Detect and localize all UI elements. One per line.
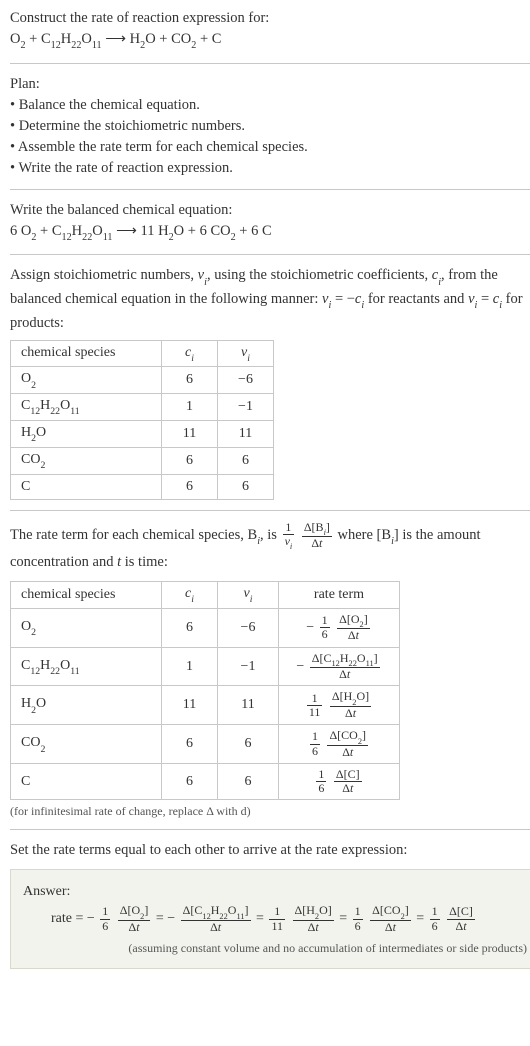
table-row: H2O1111111 Δ[H2O]Δt bbox=[11, 686, 400, 725]
table-row: CO266 bbox=[11, 447, 274, 474]
table-cell: 6 bbox=[218, 764, 279, 800]
plan-item: • Assemble the rate term for each chemic… bbox=[10, 137, 530, 158]
answer-expression: rate = − 16 Δ[O2]Δt = − Δ[C12H22O11]Δt =… bbox=[51, 904, 527, 934]
table-header: ci bbox=[162, 582, 218, 609]
answer-label: Answer: bbox=[23, 880, 527, 904]
rate-term-frac2-num: Δ[Bi] bbox=[302, 521, 332, 538]
table-cell: −1 bbox=[218, 647, 279, 686]
rate-term-before: The rate term for each chemical species,… bbox=[10, 527, 281, 543]
table-cell: 11 bbox=[162, 420, 218, 447]
table-cell: CO2 bbox=[11, 725, 162, 764]
rate-term-section: The rate term for each chemical species,… bbox=[10, 510, 530, 820]
table-cell: 6 bbox=[218, 474, 274, 499]
table-cell: O2 bbox=[11, 608, 162, 647]
table-header: chemical species bbox=[11, 582, 162, 609]
intro-section: Construct the rate of reaction expressio… bbox=[10, 8, 530, 53]
stoich-section: Assign stoichiometric numbers, νi, using… bbox=[10, 254, 530, 499]
table-cell: C bbox=[11, 764, 162, 800]
balanced-section: Write the balanced chemical equation: 6 … bbox=[10, 189, 530, 245]
table-cell: CO2 bbox=[11, 447, 162, 474]
table-cell: 6 bbox=[162, 447, 218, 474]
table-cell: 6 bbox=[162, 474, 218, 499]
table-cell: −6 bbox=[218, 608, 279, 647]
table-row: O26−6 bbox=[11, 367, 274, 394]
intro-title: Construct the rate of reaction expressio… bbox=[10, 8, 530, 29]
table-row: H2O1111 bbox=[11, 420, 274, 447]
balanced-heading: Write the balanced chemical equation: bbox=[10, 200, 530, 221]
table-cell: − 16 Δ[O2]Δt bbox=[279, 608, 400, 647]
table-cell: H2O bbox=[11, 686, 162, 725]
table-cell: 6 bbox=[162, 725, 218, 764]
final-heading: Set the rate terms equal to each other t… bbox=[10, 840, 530, 861]
table-cell: 11 bbox=[162, 686, 218, 725]
plan-item: • Write the rate of reaction expression. bbox=[10, 158, 530, 179]
table-row: C6616 Δ[C]Δt bbox=[11, 764, 400, 800]
table-cell: −1 bbox=[218, 394, 274, 421]
rate-term-frac1: 1 νi bbox=[283, 521, 295, 551]
table-header: νi bbox=[218, 340, 274, 367]
table-header: chemical species bbox=[11, 340, 162, 367]
table-cell: − Δ[C12H22O11]Δt bbox=[279, 647, 400, 686]
table-cell: 111 Δ[H2O]Δt bbox=[279, 686, 400, 725]
table-cell: H2O bbox=[11, 420, 162, 447]
final-section: Set the rate terms equal to each other t… bbox=[10, 829, 530, 969]
table-cell: O2 bbox=[11, 367, 162, 394]
table-cell: C bbox=[11, 474, 162, 499]
table-row: O26−6− 16 Δ[O2]Δt bbox=[11, 608, 400, 647]
balanced-equation: 6 O2 + C12H22O11 ⟶ 11 H2O + 6 CO2 + 6 C bbox=[10, 221, 530, 245]
rate-term-frac1-den: νi bbox=[283, 535, 295, 551]
rate-term-frac1-num: 1 bbox=[283, 521, 295, 535]
table-row: C66 bbox=[11, 474, 274, 499]
table-cell: −6 bbox=[218, 367, 274, 394]
intro-equation: O2 + C12H22O11 ⟶ H2O + CO2 + C bbox=[10, 29, 530, 53]
table-cell: 16 Δ[CO2]Δt bbox=[279, 725, 400, 764]
rate-term-caption: (for infinitesimal rate of change, repla… bbox=[10, 804, 530, 819]
table-header: νi bbox=[218, 582, 279, 609]
table-cell: 16 Δ[C]Δt bbox=[279, 764, 400, 800]
stoich-table: chemical speciesciνiO26−6C12H22O111−1H2O… bbox=[10, 340, 274, 500]
table-row: C12H22O111−1− Δ[C12H22O11]Δt bbox=[11, 647, 400, 686]
answer-box: Answer: rate = − 16 Δ[O2]Δt = − Δ[C12H22… bbox=[10, 869, 530, 969]
rate-term-text: The rate term for each chemical species,… bbox=[10, 521, 530, 575]
table-cell: 11 bbox=[218, 686, 279, 725]
table-cell: 11 bbox=[218, 420, 274, 447]
table-row: CO26616 Δ[CO2]Δt bbox=[11, 725, 400, 764]
plan-heading: Plan: bbox=[10, 74, 530, 95]
rate-term-frac2: Δ[Bi] Δt bbox=[302, 521, 332, 551]
stoich-text: Assign stoichiometric numbers, νi, using… bbox=[10, 265, 530, 333]
plan-section: Plan: • Balance the chemical equation.• … bbox=[10, 63, 530, 179]
plan-item: • Determine the stoichiometric numbers. bbox=[10, 116, 530, 137]
table-cell: 6 bbox=[162, 608, 218, 647]
rate-term-table: chemical speciesciνirate termO26−6− 16 Δ… bbox=[10, 581, 400, 800]
table-cell: 1 bbox=[162, 647, 218, 686]
table-header: rate term bbox=[279, 582, 400, 609]
table-header: ci bbox=[162, 340, 218, 367]
table-cell: 6 bbox=[218, 725, 279, 764]
table-cell: 6 bbox=[162, 367, 218, 394]
table-cell: 6 bbox=[162, 764, 218, 800]
table-cell: C12H22O11 bbox=[11, 394, 162, 421]
table-cell: C12H22O11 bbox=[11, 647, 162, 686]
table-cell: 6 bbox=[218, 447, 274, 474]
answer-note: (assuming constant volume and no accumul… bbox=[23, 938, 527, 958]
plan-item: • Balance the chemical equation. bbox=[10, 95, 530, 116]
table-cell: 1 bbox=[162, 394, 218, 421]
table-row: C12H22O111−1 bbox=[11, 394, 274, 421]
rate-term-frac2-den: Δt bbox=[302, 537, 332, 550]
